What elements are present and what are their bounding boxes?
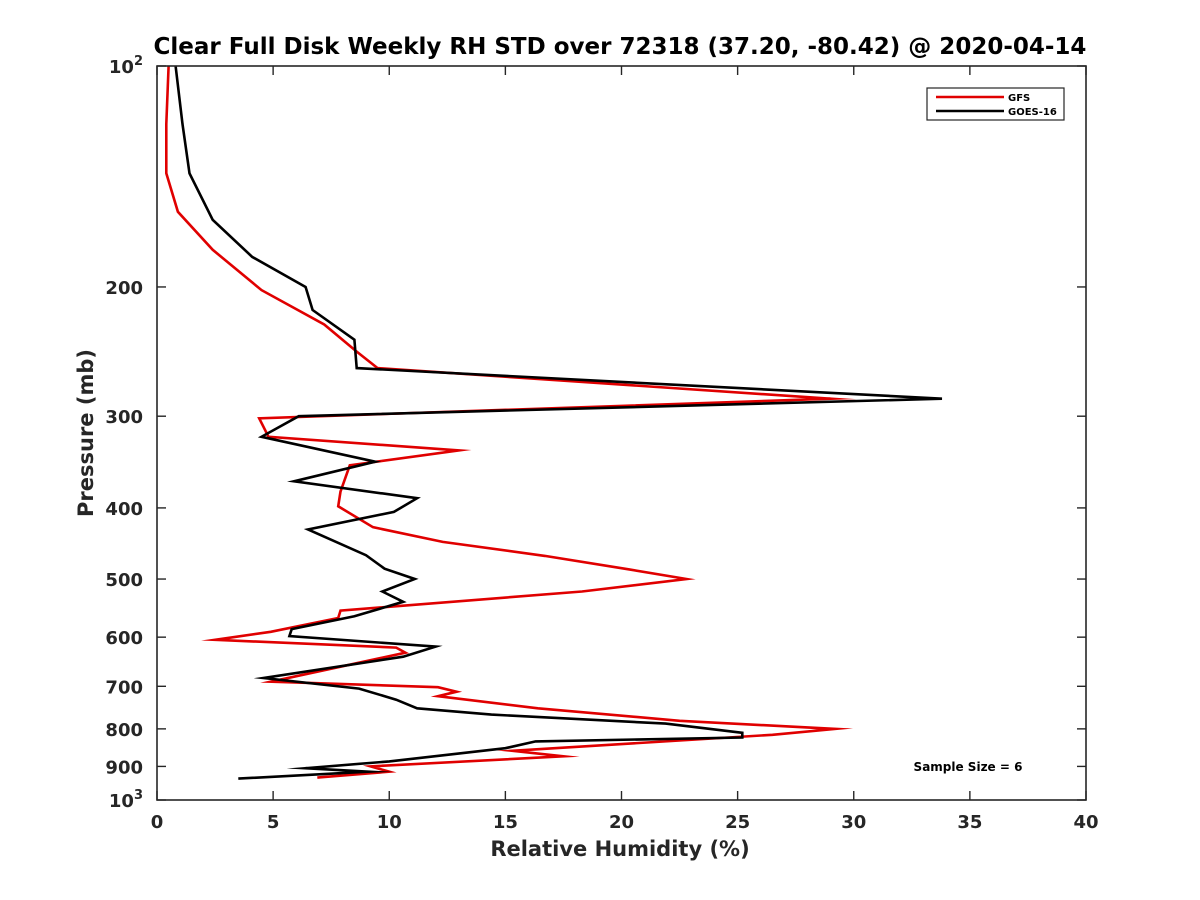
y-axis: 102 200 300 400 500 600 700 800 900 103 <box>105 54 1086 812</box>
y-tick-label: 600 <box>105 628 143 649</box>
sample-size-annotation: Sample Size = 6 <box>914 760 1023 774</box>
x-tick-label: 20 <box>609 812 634 833</box>
y-tick-label: 800 <box>105 720 143 741</box>
y-tick-label: 700 <box>105 677 143 698</box>
series-line-goes16 <box>174 65 943 780</box>
x-tick-label: 5 <box>267 812 280 833</box>
legend-box <box>926 87 1065 121</box>
x-tick-label: 10 <box>377 812 402 833</box>
x-tick-label: 0 <box>151 812 164 833</box>
x-tick-label: 35 <box>957 812 982 833</box>
y-tick-label: 103 <box>109 788 143 812</box>
legend: GFS GOES-16 <box>926 87 1065 121</box>
y-tick-label: 400 <box>105 499 143 520</box>
y-tick-label: 900 <box>105 757 143 778</box>
x-axis-label: Relative Humidity (%) <box>490 837 749 861</box>
x-axis: 0 5 10 15 20 25 30 35 40 <box>151 66 1099 833</box>
x-tick-label: 25 <box>725 812 750 833</box>
legend-label-gfs: GFS <box>1008 93 1030 104</box>
legend-label-goes16: GOES-16 <box>1008 107 1057 118</box>
y-tick-label: 102 <box>109 54 143 78</box>
y-tick-label: 300 <box>105 407 143 428</box>
y-tick-label: 200 <box>105 278 143 299</box>
y-tick-label: 500 <box>105 570 143 591</box>
x-tick-label: 15 <box>493 812 518 833</box>
series-line-gfs <box>165 65 857 779</box>
x-tick-label: 40 <box>1073 812 1098 833</box>
chart-title: Clear Full Disk Weekly RH STD over 72318… <box>154 34 1087 60</box>
x-tick-label: 30 <box>841 812 866 833</box>
series-layer <box>165 65 943 780</box>
y-axis-label: Pressure (mb) <box>74 349 98 517</box>
